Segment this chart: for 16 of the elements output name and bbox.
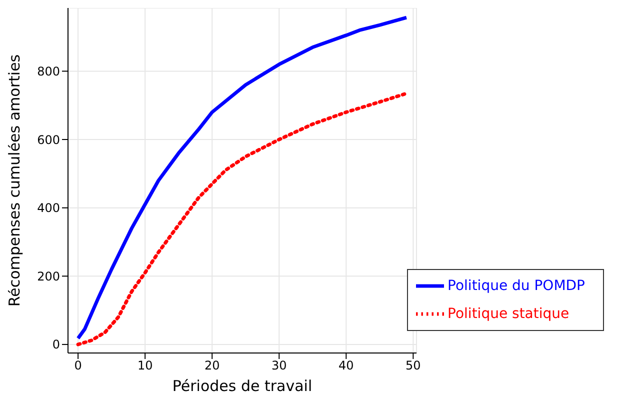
x-tick-label: 20 bbox=[204, 358, 220, 373]
legend-label: Politique du POMDP bbox=[448, 278, 585, 294]
y-tick-label: 200 bbox=[37, 269, 60, 284]
x-axis-title: Périodes de travail bbox=[172, 377, 312, 395]
y-tick-label: 0 bbox=[52, 338, 60, 352]
x-tick-label: 50 bbox=[406, 358, 421, 373]
y-tick-label: 400 bbox=[37, 201, 60, 216]
line-series bbox=[76, 16, 408, 340]
y-tick-label: 800 bbox=[37, 64, 60, 78]
line-series bbox=[76, 92, 408, 346]
legend-label: Politique statique bbox=[448, 306, 570, 322]
x-tick-label: 10 bbox=[137, 358, 153, 373]
x-tick-label: 30 bbox=[271, 358, 287, 373]
x-tick-label: 0 bbox=[74, 358, 82, 373]
y-tick-label: 600 bbox=[37, 132, 60, 147]
x-tick-label: 40 bbox=[338, 358, 354, 373]
